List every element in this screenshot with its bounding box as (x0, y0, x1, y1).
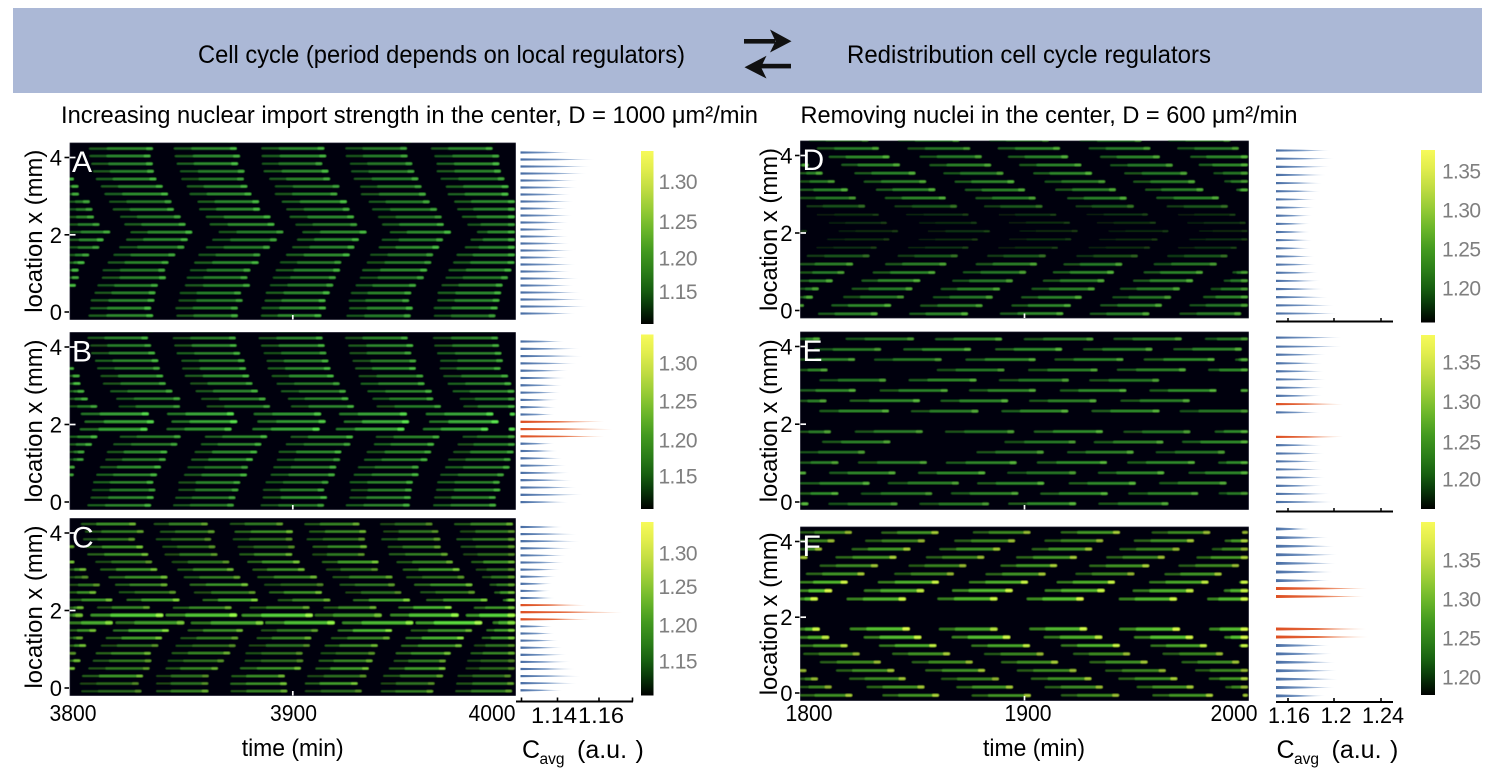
svg-text:1800: 1800 (786, 700, 833, 726)
svg-text:1.35: 1.35 (1442, 352, 1481, 375)
svg-text:1.20: 1.20 (659, 248, 698, 271)
svg-text:Redistribution cell cycle regu: Redistribution cell cycle regulators (847, 41, 1211, 69)
svg-text:4: 4 (780, 530, 792, 555)
svg-text:E: E (803, 335, 823, 368)
svg-text:Cell cycle (period depends on: Cell cycle (period depends on local regu… (198, 41, 685, 69)
svg-text:3800: 3800 (50, 700, 97, 726)
svg-text:C: C (522, 736, 540, 764)
svg-text:1.20: 1.20 (1442, 667, 1481, 690)
svg-text:1.14: 1.14 (531, 703, 577, 728)
svg-text:1.25: 1.25 (659, 576, 698, 599)
svg-text:4: 4 (50, 521, 62, 546)
svg-text:1.30: 1.30 (659, 353, 698, 376)
svg-text:1.25: 1.25 (659, 211, 698, 234)
svg-text:time (min): time (min) (983, 735, 1085, 762)
svg-text:location x (mm): location x (mm) (21, 340, 48, 503)
svg-text:B: B (72, 336, 92, 369)
svg-text:location x (mm): location x (mm) (756, 339, 783, 502)
svg-text:(a.u.: (a.u. (577, 736, 627, 764)
svg-text:1.30: 1.30 (659, 171, 698, 194)
svg-text:4000: 4000 (469, 700, 516, 726)
svg-text:1.20: 1.20 (1442, 469, 1481, 492)
svg-text:1.25: 1.25 (1442, 431, 1481, 454)
svg-text:1.15: 1.15 (659, 651, 698, 674)
svg-text:0: 0 (780, 299, 792, 324)
svg-text:2: 2 (50, 223, 62, 248)
svg-text:1.16: 1.16 (578, 703, 624, 728)
svg-text:location x (mm): location x (mm) (21, 526, 48, 689)
svg-text:1.30: 1.30 (1442, 200, 1481, 223)
svg-text:2: 2 (50, 599, 62, 624)
svg-text:Increasing nuclear import stre: Increasing nuclear import strength in th… (61, 102, 758, 129)
svg-text:0: 0 (50, 490, 62, 515)
svg-text:Removing nuclei in the center,: Removing nuclei in the center, D = 600 μ… (801, 102, 1298, 129)
svg-text:4: 4 (780, 144, 792, 169)
svg-text:A: A (72, 146, 92, 179)
svg-text:1.30: 1.30 (659, 543, 698, 566)
svg-text:1.30: 1.30 (1442, 391, 1481, 414)
svg-text:2: 2 (50, 413, 62, 438)
svg-text:1.16: 1.16 (1268, 703, 1310, 728)
svg-text:1.15: 1.15 (659, 466, 698, 489)
svg-text:4: 4 (780, 335, 792, 360)
svg-text:1.20: 1.20 (659, 430, 698, 453)
svg-text:(a.u.: (a.u. (1332, 736, 1382, 764)
svg-text:1.24: 1.24 (1362, 703, 1404, 728)
svg-text:1.35: 1.35 (1442, 550, 1481, 573)
svg-text:0: 0 (780, 490, 792, 515)
svg-text:1.2: 1.2 (1321, 703, 1352, 728)
svg-text:1.15: 1.15 (659, 281, 698, 304)
svg-text:C: C (72, 522, 94, 555)
svg-text:4: 4 (50, 146, 62, 171)
svg-text:D: D (803, 144, 825, 177)
svg-text:avg: avg (1294, 751, 1319, 768)
svg-text:0: 0 (50, 300, 62, 325)
svg-text:location x (mm): location x (mm) (756, 148, 783, 311)
svg-text:location x (mm): location x (mm) (756, 532, 783, 695)
svg-text:3900: 3900 (270, 700, 317, 726)
svg-text:1.30: 1.30 (1442, 589, 1481, 612)
svg-text:1900: 1900 (1005, 700, 1052, 726)
svg-text:C: C (1277, 736, 1295, 764)
svg-text:2: 2 (780, 605, 792, 630)
svg-text:1.20: 1.20 (659, 615, 698, 638)
svg-text:F: F (803, 530, 821, 563)
svg-text:): ) (636, 736, 644, 764)
svg-text:1.35: 1.35 (1442, 161, 1481, 184)
svg-text:1.25: 1.25 (659, 391, 698, 414)
svg-text:0: 0 (50, 676, 62, 701)
svg-text:1.20: 1.20 (1442, 278, 1481, 301)
svg-text:1.25: 1.25 (1442, 239, 1481, 262)
svg-text:time (min): time (min) (242, 735, 344, 762)
svg-text:2: 2 (780, 221, 792, 246)
svg-text:avg: avg (540, 751, 565, 768)
svg-text:location x (mm): location x (mm) (21, 150, 48, 313)
svg-text:1.25: 1.25 (1442, 628, 1481, 651)
svg-text:2000: 2000 (1211, 700, 1258, 726)
svg-text:4: 4 (50, 335, 62, 360)
svg-text:): ) (1390, 736, 1398, 764)
svg-text:0: 0 (780, 681, 792, 706)
svg-text:2: 2 (780, 412, 792, 437)
